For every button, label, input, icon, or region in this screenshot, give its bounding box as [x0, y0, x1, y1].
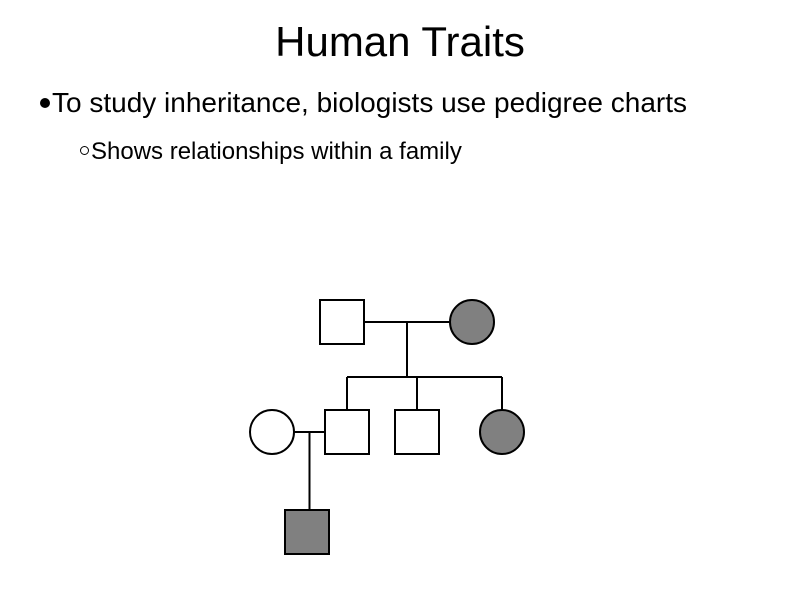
pedigree-male-icon [395, 410, 439, 454]
pedigree-female-icon [480, 410, 524, 454]
pedigree-female-icon [450, 300, 494, 344]
pedigree-male-icon [320, 300, 364, 344]
page-title: Human Traits [0, 0, 800, 78]
bullet-sub-text: Shows relationships within a family [91, 138, 462, 165]
bullet-sub: Shows relationships within a family [0, 138, 800, 166]
bullet-dot-icon [40, 98, 50, 108]
pedigree-chart [220, 280, 550, 585]
pedigree-female-icon [250, 410, 294, 454]
bullet-main: To study inheritance, biologists use ped… [0, 84, 800, 122]
bullet-main-text: To study inheritance, biologists use ped… [52, 87, 687, 118]
pedigree-male-icon [325, 410, 369, 454]
bullet-circle-icon [80, 146, 89, 155]
pedigree-male-icon [285, 510, 329, 554]
pedigree-svg [220, 280, 550, 580]
